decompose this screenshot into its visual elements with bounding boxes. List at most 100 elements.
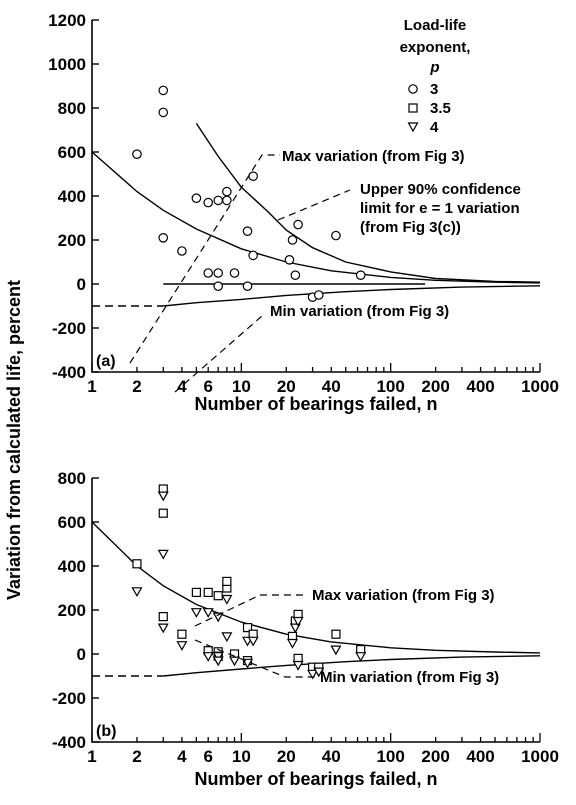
x-tick-label: 1 <box>87 747 96 766</box>
data-point-circle <box>191 193 202 203</box>
legend-marker-square <box>408 103 418 113</box>
data-point-triangle <box>292 660 304 671</box>
y-tick-label: -200 <box>52 689 86 708</box>
y-tick-label: -400 <box>52 733 86 752</box>
data-point-circle <box>229 268 240 278</box>
data-point-square <box>213 591 223 601</box>
annotation-leader <box>277 189 351 221</box>
legend-title-line: p <box>429 59 439 76</box>
legend-title-line: exponent, <box>400 39 471 56</box>
data-point-circle <box>203 197 214 208</box>
legend-marker-circle <box>408 84 418 94</box>
y-tick-label: 400 <box>58 187 86 206</box>
data-point-triangle <box>221 632 233 643</box>
annotation-max: Max variation (from Fig 3) <box>282 148 465 165</box>
y-tick-label: 0 <box>77 645 86 664</box>
legend-marker-triangle <box>407 122 419 133</box>
x-tick-label: 4 <box>177 377 187 396</box>
data-point-circle <box>290 270 301 280</box>
data-point-triangle <box>247 636 259 647</box>
y-tick-label: 600 <box>58 143 86 162</box>
y-tick-label: 600 <box>58 513 86 532</box>
x-tick-label: 10 <box>232 747 251 766</box>
annotation-max: Max variation (from Fig 3) <box>312 587 495 604</box>
y-tick-label: 400 <box>58 557 86 576</box>
data-point-triangle <box>228 656 241 667</box>
data-point-square <box>177 629 187 639</box>
x-tick-label: 4 <box>177 747 187 766</box>
y-tick-label: -400 <box>52 363 86 382</box>
x-tick-label: 6 <box>203 747 212 766</box>
data-point-circle <box>284 254 295 265</box>
data-point-circle <box>177 246 187 256</box>
y-tick-label: 1200 <box>48 11 86 30</box>
data-point-circle <box>242 226 253 236</box>
panel-b: -400 -200 0 200 400 600 800 1 2 4 6 10 20 40 100 200 400… <box>52 469 559 789</box>
y-axis-title: Variation from calculated life, percent <box>4 280 24 600</box>
data-point-triangle <box>190 608 202 618</box>
data-point-triangle <box>313 667 325 678</box>
data-point-triangle <box>157 623 169 634</box>
data-point-circle <box>158 85 169 96</box>
annotation-leader <box>194 594 305 627</box>
data-point-triangle <box>307 669 319 680</box>
data-point-triangle <box>289 623 301 634</box>
data-point-circle <box>248 250 258 261</box>
data-point-triangle <box>355 652 367 662</box>
y-tick-label: 200 <box>58 231 86 250</box>
x-tick-label: 40 <box>322 377 341 396</box>
data-point-circle <box>222 195 232 206</box>
data-point-circle <box>248 171 258 181</box>
data-point-triangle <box>131 587 143 598</box>
y-tick-label: 0 <box>77 275 86 294</box>
x-tick-label: 1000 <box>521 377 559 396</box>
annotation-leader <box>174 315 263 393</box>
x-tick-label: 20 <box>277 377 296 396</box>
annotation-leader <box>129 154 280 364</box>
legend-entry-label: 3 <box>430 81 438 98</box>
data-point-triangle <box>286 638 298 649</box>
annotation-min: Min variation (from Fig 3) <box>320 669 499 686</box>
data-point-circle <box>203 268 214 278</box>
data-point-circle <box>213 281 224 291</box>
legend: Load-life exponent, p 3 3.5 4 <box>400 17 471 136</box>
y-tick-label: 800 <box>58 99 86 118</box>
data-point-circle <box>331 230 341 241</box>
data-point-circle <box>158 107 169 118</box>
data-point-square <box>158 611 168 622</box>
x-tick-label: 100 <box>376 377 404 396</box>
data-point-triangle <box>292 616 304 627</box>
data-point-circle <box>222 186 232 197</box>
x-tick-label: 1 <box>87 377 96 396</box>
data-point-circle <box>355 270 366 280</box>
data-point-circle <box>313 290 324 300</box>
annotation-upper: (from Fig 3(c)) <box>360 219 461 236</box>
y-tick-label: -200 <box>52 319 86 338</box>
data-point-circle <box>242 281 253 291</box>
data-point-triangle <box>202 608 214 618</box>
data-point-circle <box>213 268 224 278</box>
data-point-square <box>222 576 232 587</box>
data-point-square <box>203 587 213 598</box>
data-point-circle <box>132 149 142 159</box>
data-point-circle <box>158 233 169 243</box>
data-point-circle <box>293 219 303 230</box>
max-variation-curve <box>91 521 541 654</box>
data-point-triangle <box>212 656 224 667</box>
data-point-circle <box>213 195 224 206</box>
legend-entry-label: 3.5 <box>430 100 451 117</box>
annotation-upper: limit for e = 1 variation <box>360 200 520 217</box>
x-tick-label: 1000 <box>521 747 559 766</box>
data-point-triangle <box>221 594 233 605</box>
x-axis-title: Number of bearings failed, n <box>194 394 437 414</box>
x-tick-label: 20 <box>277 747 296 766</box>
data-point-square <box>242 622 253 633</box>
data-point-triangle <box>212 612 224 623</box>
data-point-triangle <box>202 652 214 662</box>
data-point-triangle <box>157 491 169 502</box>
data-point-square <box>158 508 168 518</box>
x-tick-label: 2 <box>132 377 141 396</box>
panel-label: (a) <box>96 353 116 370</box>
y-tick-label: 800 <box>58 469 86 488</box>
